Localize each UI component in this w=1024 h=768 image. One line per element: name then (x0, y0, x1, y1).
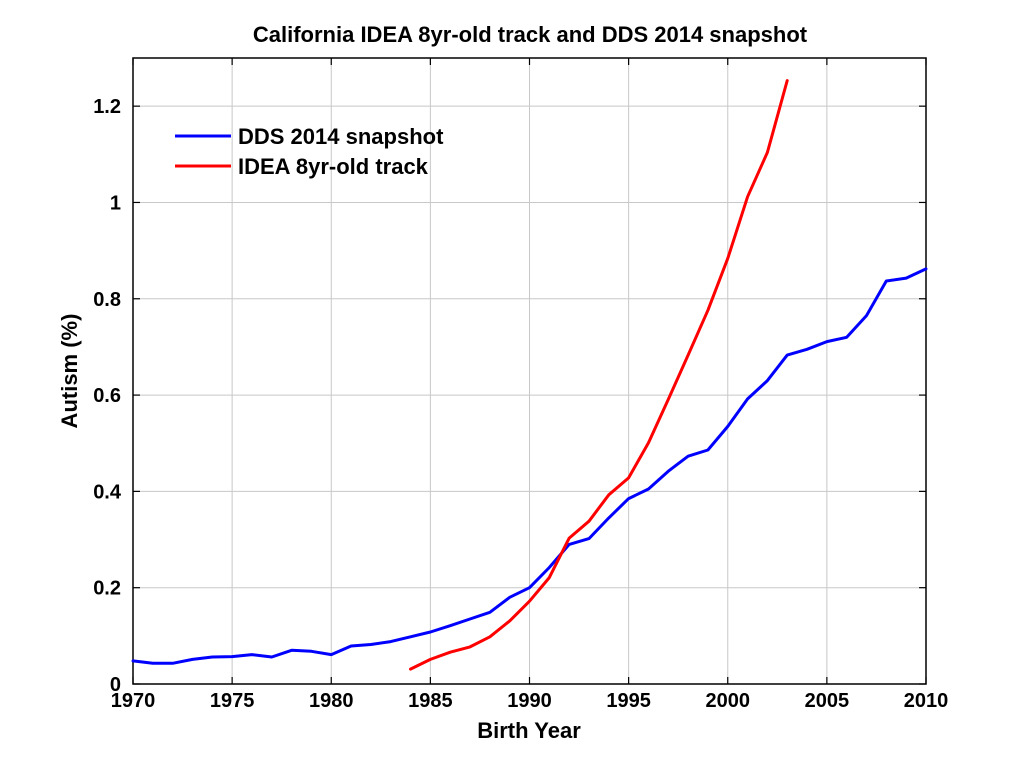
x-tick-label: 2010 (904, 690, 949, 712)
y-axis-label: Autism (%) (57, 314, 82, 429)
x-tick-label: 1990 (507, 690, 552, 712)
y-tick-label: 0.4 (93, 481, 122, 503)
x-tick-label: 1970 (111, 690, 156, 712)
y-tick-label: 0 (110, 674, 121, 696)
x-axis-label: Birth Year (477, 718, 581, 743)
x-tick-label: 2005 (805, 690, 850, 712)
legend: DDS 2014 snapshot IDEA 8yr-old track (175, 124, 444, 179)
x-tick-label: 1985 (408, 690, 453, 712)
legend-label: DDS 2014 snapshot (238, 124, 444, 149)
y-axis-ticks: 0 0.2 0.4 0.6 0.8 1 1.2 (93, 96, 926, 696)
series-line-1 (409, 79, 789, 671)
x-tick-label: 1975 (210, 690, 255, 712)
y-tick-label: 0.6 (93, 385, 121, 407)
x-tick-label: 1995 (606, 690, 651, 712)
series-lines (131, 79, 928, 671)
x-tick-label: 1980 (309, 690, 354, 712)
x-axis-ticks: 1970 1975 1980 1985 1990 1995 2000 2005 2010 (111, 58, 949, 712)
y-tick-label: 0.2 (93, 578, 121, 600)
legend-label: IDEA 8yr-old track (238, 154, 429, 179)
y-tick-label: 0.8 (93, 289, 121, 311)
series-line-0 (131, 267, 928, 665)
x-tick-label: 2000 (706, 690, 751, 712)
y-tick-label: 1.2 (93, 96, 121, 118)
chart-title: California IDEA 8yr-old track and DDS 20… (253, 22, 808, 47)
y-tick-label: 1 (110, 192, 121, 214)
grid (133, 58, 926, 684)
